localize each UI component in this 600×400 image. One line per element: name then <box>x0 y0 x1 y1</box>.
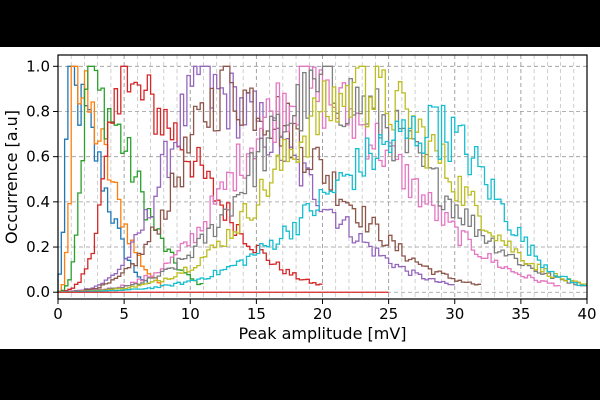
series-line-8 <box>57 65 587 293</box>
y-tick-label: 0.4 <box>26 193 50 211</box>
series-line-4 <box>57 65 323 293</box>
x-tick-label: 0 <box>53 305 63 323</box>
series-line-3 <box>57 65 204 293</box>
x-tick-label: 40 <box>577 305 596 323</box>
x-tick-label: 20 <box>313 305 332 323</box>
series-line-9 <box>57 65 587 293</box>
x-tick-label: 5 <box>119 305 129 323</box>
series-layer <box>57 65 587 293</box>
x-tick-label: 35 <box>511 305 530 323</box>
figure: 0 5 10 15 20 25 30 35 40 0.0 0.2 0.4 0.6 0.8 1.0 Peak … <box>0 47 600 349</box>
y-tick-label: 1.0 <box>26 57 50 75</box>
x-tick-label: 10 <box>181 305 200 323</box>
x-tick-label: 25 <box>379 305 398 323</box>
x-axis-label: Peak amplitude [mV] <box>238 324 406 343</box>
series-line-7 <box>57 65 561 293</box>
y-tick-label: 0.2 <box>26 238 50 256</box>
chart: 0 5 10 15 20 25 30 35 40 0.0 0.2 0.4 0.6 0.8 1.0 Peak … <box>2 54 597 343</box>
series-line-1 <box>57 65 151 293</box>
y-tick-label: 0.0 <box>26 283 50 301</box>
y-axis-label: Occurrence [a.u] <box>2 110 21 244</box>
y-tick-label: 0.8 <box>26 102 50 120</box>
y-tick-label: 0.6 <box>26 148 50 166</box>
series-line-2 <box>57 65 164 293</box>
series-line-10 <box>57 104 587 293</box>
x-tick-label: 30 <box>445 305 464 323</box>
x-tick-label: 15 <box>247 305 266 323</box>
ticks: 0 5 10 15 20 25 30 35 40 0.0 0.2 0.4 0.6 0.8 1.0 <box>26 57 596 323</box>
